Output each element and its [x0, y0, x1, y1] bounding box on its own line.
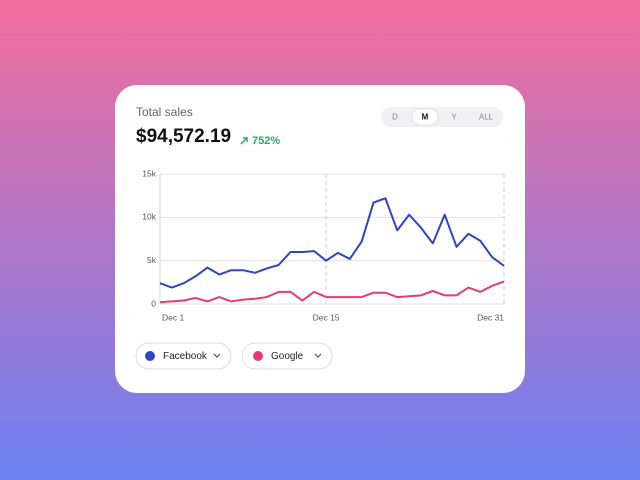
- y-tick-label: 0: [151, 298, 156, 308]
- tab[interactable]: ALL: [479, 113, 494, 122]
- card: [115, 85, 525, 393]
- tab-bar: [381, 107, 503, 127]
- tab[interactable]: Y: [451, 113, 457, 122]
- legend-pill[interactable]: [241, 342, 333, 370]
- change-percent: 752%: [252, 135, 280, 147]
- chevron: [213, 353, 221, 358]
- legend-label: Google: [271, 351, 304, 362]
- tab-selected-bg: [411, 108, 439, 126]
- series-line: [159, 280, 505, 304]
- legend-swatch: [145, 351, 155, 361]
- legend-label: Facebook: [163, 351, 208, 362]
- tab[interactable]: M: [422, 113, 429, 122]
- y-tick-label: 15k: [142, 168, 156, 178]
- total-value: $94,572.19: [136, 126, 231, 147]
- x-tick-label: Dec 15: [313, 312, 340, 322]
- up-arrow: [240, 137, 248, 145]
- y-tick-label: 5k: [147, 255, 157, 265]
- chevron: [314, 353, 322, 358]
- legend-swatch: [253, 351, 263, 361]
- x-tick-label: Dec 1: [162, 312, 184, 322]
- y-tick-label: 10k: [142, 212, 156, 222]
- tab[interactable]: D: [392, 113, 398, 122]
- x-tick-label: Dec 31: [477, 312, 504, 322]
- legend-pill[interactable]: [135, 342, 232, 370]
- series-line: [159, 197, 505, 289]
- card-title: Total sales: [136, 105, 193, 119]
